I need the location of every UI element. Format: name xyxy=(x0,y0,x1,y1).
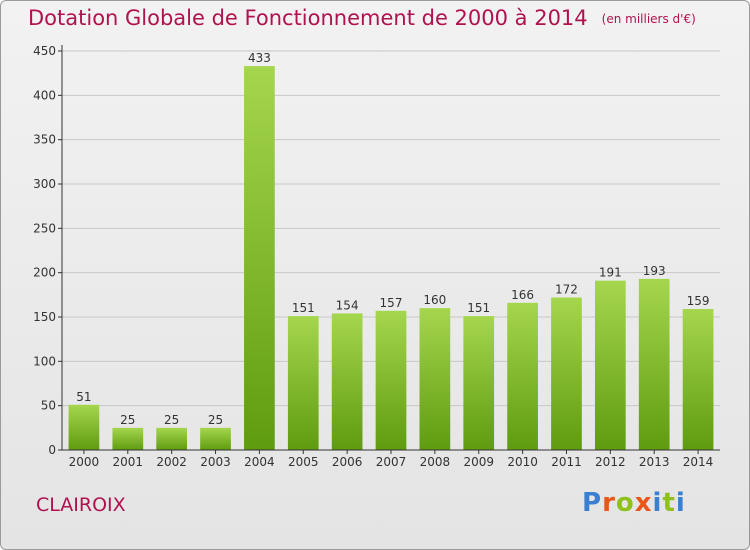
logo-letter: i xyxy=(652,488,663,518)
bar-value-label: 25 xyxy=(208,413,223,427)
bar-value-label: 433 xyxy=(248,51,271,65)
logo-letter: i xyxy=(675,488,686,518)
bar-2012 xyxy=(594,280,626,450)
bar-2004 xyxy=(244,66,275,450)
x-tick-label: 2012 xyxy=(595,455,626,469)
x-tick-label: 2013 xyxy=(639,455,670,469)
x-tick-label: 2003 xyxy=(200,455,231,469)
bar-value-label: 160 xyxy=(423,293,446,307)
x-tick-label: 2007 xyxy=(376,455,407,469)
y-tick-label: 350 xyxy=(33,133,56,147)
x-tick-label: 2001 xyxy=(113,455,144,469)
labels: 0 50 100 150 200 250 300 350 400 450 51 2000 25 2001 2… xyxy=(33,44,713,469)
bar-2011 xyxy=(551,297,582,450)
y-tick-label: 400 xyxy=(33,88,56,102)
bar-value-label: 157 xyxy=(380,296,403,310)
bar-2006 xyxy=(331,313,363,450)
x-tick-label: 2006 xyxy=(332,455,363,469)
logo-letter: o xyxy=(615,488,635,518)
x-tick-label: 2011 xyxy=(551,455,582,469)
bar-value-label: 191 xyxy=(599,266,622,280)
x-tick-label: 2005 xyxy=(288,455,319,469)
axes xyxy=(58,45,720,454)
y-tick-label: 250 xyxy=(33,221,56,235)
bar-value-label: 51 xyxy=(76,390,91,404)
y-tick-label: 100 xyxy=(33,354,56,368)
bar-value-label: 154 xyxy=(336,298,359,312)
bar-value-label: 151 xyxy=(467,301,490,315)
bar-2000 xyxy=(68,404,100,450)
commune-name: CLAIROIX xyxy=(36,494,126,516)
x-tick-label: 2008 xyxy=(420,455,451,469)
bar-2009 xyxy=(463,316,495,450)
logo-letter: P xyxy=(582,488,603,518)
chart-title: Dotation Globale de Fonctionnement de 20… xyxy=(28,6,696,30)
bar-value-label: 25 xyxy=(164,413,179,427)
bar-value-label: 166 xyxy=(511,288,534,302)
bar-2007 xyxy=(375,310,407,450)
logo-letter: t xyxy=(662,488,676,518)
bar-2005 xyxy=(287,316,319,450)
logo-letter: x xyxy=(634,488,653,518)
x-tick-label: 2010 xyxy=(507,455,538,469)
x-tick-label: 2002 xyxy=(156,455,187,469)
x-tick-label: 2014 xyxy=(683,455,714,469)
bar-2003 xyxy=(200,427,231,450)
x-tick-label: 2004 xyxy=(244,455,275,469)
y-tick-label: 50 xyxy=(41,399,56,413)
bars xyxy=(68,66,714,450)
y-tick-label: 450 xyxy=(33,44,56,58)
logo-letter: r xyxy=(602,488,616,518)
bar-value-label: 159 xyxy=(687,294,710,308)
bar-2008 xyxy=(419,308,451,450)
x-tick-label: 2000 xyxy=(69,455,100,469)
y-tick-label: 150 xyxy=(33,310,56,324)
y-tick-label: 200 xyxy=(33,266,56,280)
y-tick-label: 300 xyxy=(33,177,56,191)
bar-value-label: 25 xyxy=(120,413,135,427)
bar-2014 xyxy=(682,309,714,450)
y-tick-label: 0 xyxy=(48,443,56,457)
bar-2002 xyxy=(156,427,188,450)
chart-subtitle: (en milliers d'€) xyxy=(601,12,696,26)
bar-value-label: 151 xyxy=(292,301,315,315)
bar-value-label: 193 xyxy=(643,264,666,278)
chart-title-text: Dotation Globale de Fonctionnement de 20… xyxy=(28,6,588,30)
bar-2010 xyxy=(507,302,538,450)
bar-2013 xyxy=(638,278,670,450)
bar-2001 xyxy=(112,427,144,450)
bar-value-label: 172 xyxy=(555,282,578,296)
x-tick-label: 2009 xyxy=(463,455,494,469)
proxiti-logo: Proxiti xyxy=(582,488,686,518)
